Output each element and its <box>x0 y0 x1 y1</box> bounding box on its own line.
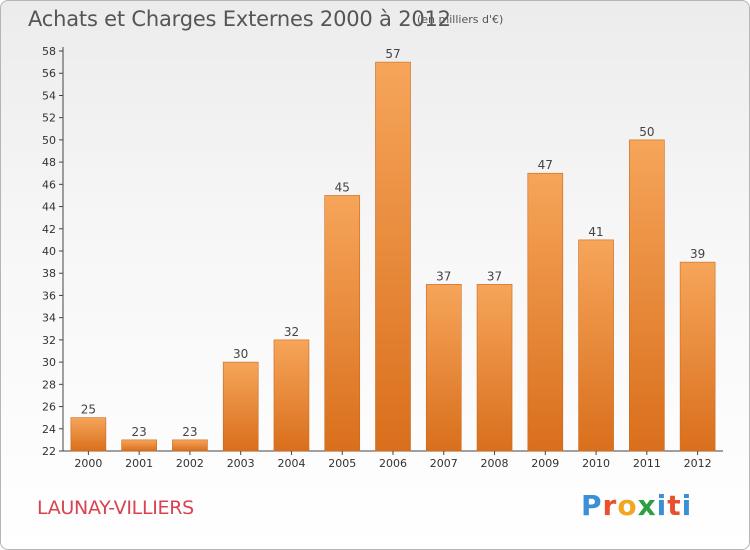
x-tick-label: 2003 <box>227 457 255 470</box>
data-label: 30 <box>233 347 248 361</box>
unit-note: (en milliers d'€) <box>417 13 504 26</box>
y-tick-label: 36 <box>42 289 56 302</box>
x-tick-label: 2008 <box>481 457 509 470</box>
data-label: 57 <box>385 47 400 61</box>
data-label: 23 <box>182 425 197 439</box>
bar-2004 <box>273 339 310 452</box>
data-label: 41 <box>588 225 603 239</box>
y-tick-label: 50 <box>42 134 56 147</box>
x-tick-label: 2010 <box>582 457 610 470</box>
data-label: 37 <box>436 269 451 283</box>
x-tick-label: 2000 <box>74 457 102 470</box>
x-tick-label: 2006 <box>379 457 407 470</box>
bar-2002 <box>172 439 208 452</box>
bar-2001 <box>121 439 157 452</box>
x-tick-label: 2005 <box>328 457 356 470</box>
bar-2009 <box>527 172 564 452</box>
x-tick-label: 2009 <box>531 457 559 470</box>
x-tick-label: 2007 <box>430 457 458 470</box>
proxiti-logo: Proxiti <box>581 489 693 522</box>
data-label: 50 <box>639 125 654 139</box>
data-label: 32 <box>284 325 299 339</box>
y-tick-label: 52 <box>42 112 56 125</box>
y-tick-label: 26 <box>42 401 56 414</box>
data-label: 25 <box>81 403 96 417</box>
x-tick-label: 2011 <box>633 457 661 470</box>
x-tick-label: 2002 <box>176 457 204 470</box>
y-tick-label: 28 <box>42 378 56 391</box>
y-tick-label: 44 <box>42 201 56 214</box>
x-tick-label: 2004 <box>277 457 305 470</box>
x-tick-label: 2001 <box>125 457 153 470</box>
bar-2007 <box>425 284 462 452</box>
bar-2000 <box>70 417 107 452</box>
data-label: 37 <box>487 269 502 283</box>
bar-2003 <box>222 361 259 452</box>
bar-2008 <box>476 284 513 452</box>
bar-2005 <box>324 195 361 452</box>
x-tick-label: 2012 <box>684 457 712 470</box>
data-label: 39 <box>690 247 705 261</box>
data-label: 23 <box>132 425 147 439</box>
y-tick-label: 54 <box>42 89 56 102</box>
bar-2010 <box>578 239 614 452</box>
bar-2006 <box>375 61 411 452</box>
chart-title: Achats et Charges Externes 2000 à 2012 <box>28 7 451 31</box>
bar-2011 <box>629 139 665 452</box>
city-name: LAUNAY-VILLIERS <box>37 497 194 519</box>
y-tick-label: 40 <box>42 245 56 258</box>
y-tick-label: 22 <box>42 445 56 458</box>
bar-2012 <box>679 261 716 452</box>
y-tick-label: 42 <box>42 223 56 236</box>
y-tick-label: 56 <box>42 67 56 80</box>
y-tick-label: 58 <box>42 45 56 58</box>
y-tick-label: 48 <box>42 156 56 169</box>
y-tick-label: 34 <box>42 312 56 325</box>
data-label: 45 <box>335 180 350 194</box>
data-label: 47 <box>538 158 553 172</box>
y-tick-label: 38 <box>42 267 56 280</box>
y-tick-label: 24 <box>42 423 56 436</box>
y-tick-label: 30 <box>42 356 56 369</box>
y-tick-label: 32 <box>42 334 56 347</box>
y-tick-label: 46 <box>42 178 56 191</box>
